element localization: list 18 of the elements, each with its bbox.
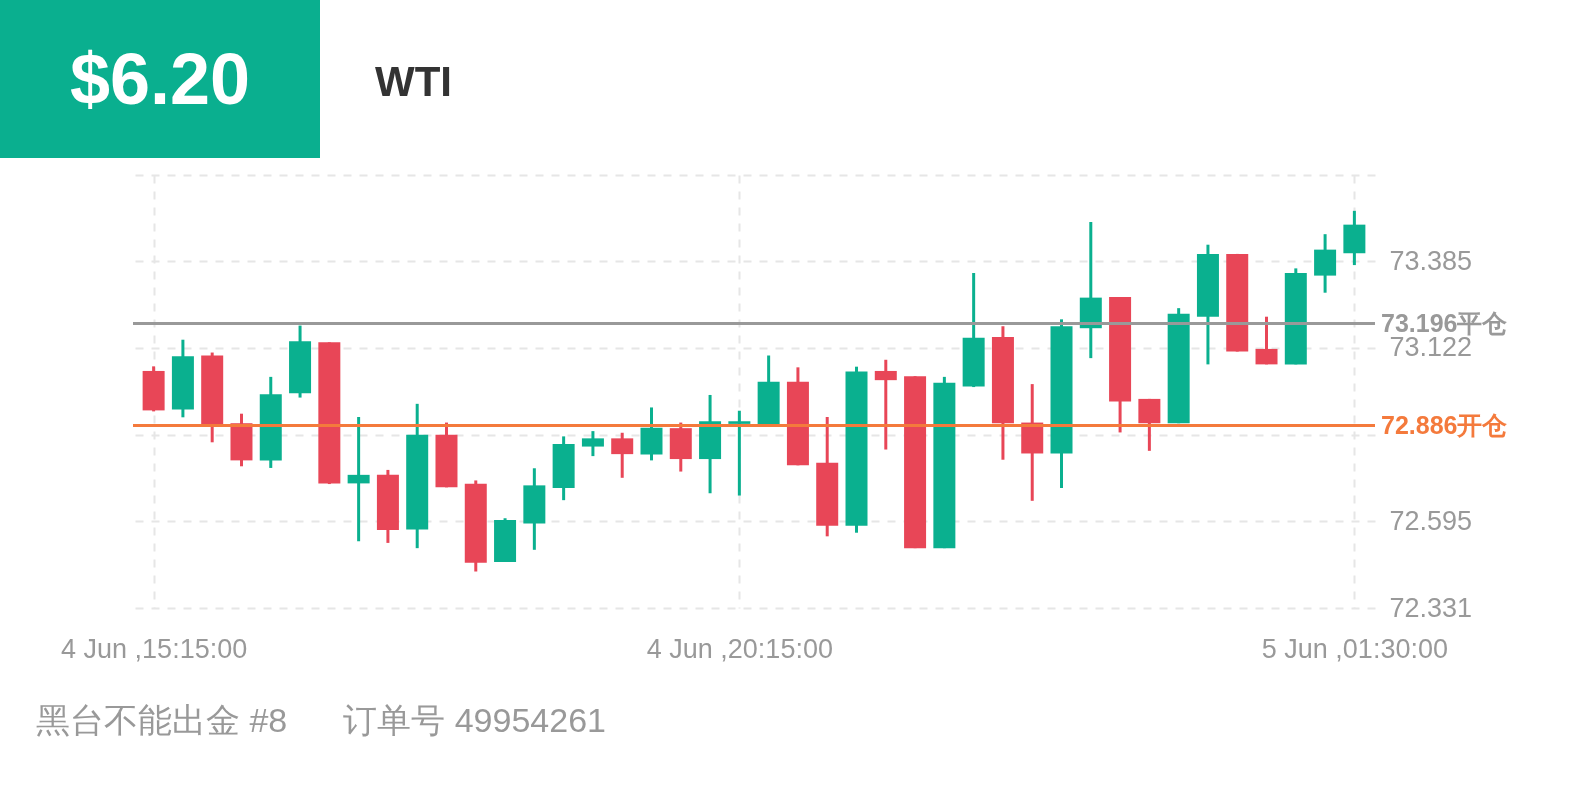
- chart-title: WTI: [375, 58, 452, 106]
- text: 订单号 49954261: [343, 701, 606, 739]
- text: 黑台不能出金 #8: [36, 701, 288, 739]
- candlestick: [1255, 316, 1278, 365]
- y-tick-label: 73.385: [1389, 245, 1473, 276]
- y-tick-label: 72.331: [1389, 592, 1473, 623]
- candlestick: [728, 410, 751, 496]
- ref-line-label: 73.196平仓: [1381, 308, 1508, 337]
- candlestick: [581, 431, 604, 458]
- x-tick-label: 5 Jun ,01:30:00: [1261, 633, 1448, 664]
- text: $6.20: [0, 0, 320, 158]
- y-tick-label: 72.595: [1389, 505, 1473, 536]
- candlestick: [874, 358, 897, 450]
- ref-line-label: 72.886开仓: [1381, 410, 1508, 439]
- x-tick-label: 4 Jun ,15:15:00: [61, 633, 248, 664]
- x-tick-label: 4 Jun ,20:15:00: [646, 633, 833, 664]
- candlestick: [611, 431, 634, 478]
- candlestick: [347, 416, 370, 542]
